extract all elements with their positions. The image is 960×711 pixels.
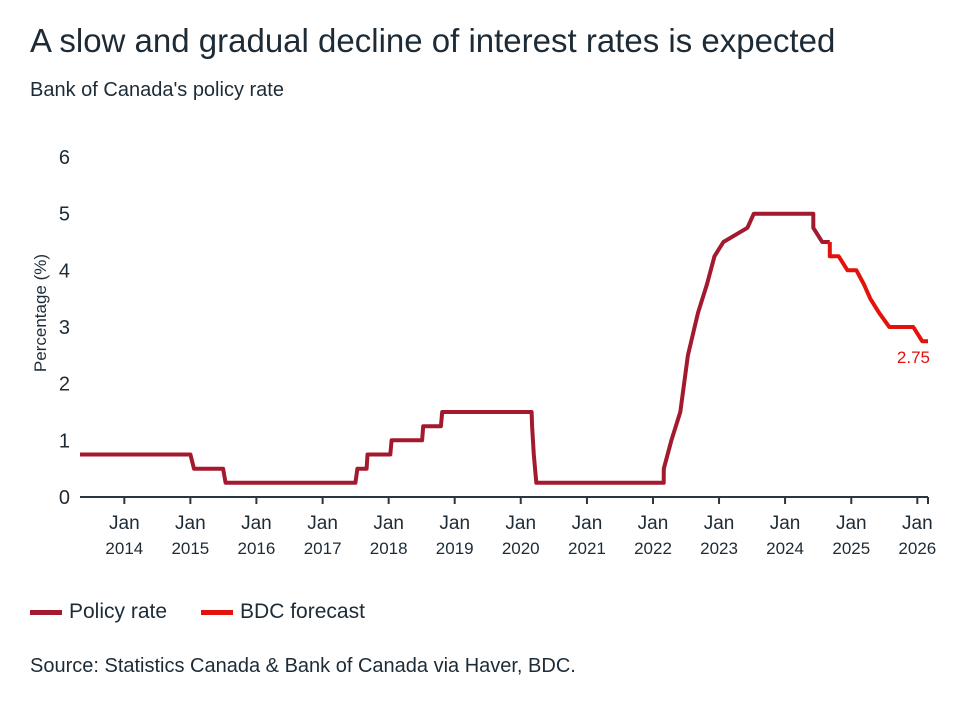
x-tick-year: 2023: [700, 539, 738, 558]
x-tick-label: Jan: [704, 513, 735, 534]
x-tick-label: Jan: [902, 513, 933, 534]
x-tick-year: 2025: [832, 539, 870, 558]
legend-item-policy-rate: Policy rate: [30, 600, 167, 624]
x-tick-year: 2016: [237, 539, 275, 558]
x-tick-year: 2020: [502, 539, 540, 558]
source-note: Source: Statistics Canada & Bank of Cana…: [30, 655, 576, 677]
x-tick-label: Jan: [638, 513, 669, 534]
x-tick-label: Jan: [241, 513, 272, 534]
legend-label-policy-rate: Policy rate: [69, 600, 168, 623]
x-tick-label: Jan: [373, 513, 404, 534]
end-value-label: 2.75: [897, 348, 930, 367]
x-tick-year: 2017: [304, 539, 342, 558]
legend-label-bdc-forecast: BDC forecast: [240, 600, 365, 623]
legend-item-bdc-forecast: BDC forecast: [201, 600, 365, 624]
y-tick-label: 0: [59, 487, 70, 509]
chart-subtitle: Bank of Canada's policy rate: [30, 79, 284, 101]
line-chart: Percentage (%) 0 1 2 3 4 5 6 Jan 2014 Jan 2015 Jan 20…: [31, 147, 936, 558]
x-tick-label: Jan: [836, 513, 867, 534]
y-axis-title: Percentage (%): [31, 254, 50, 372]
x-tick-year: 2019: [436, 539, 474, 558]
y-tick-label: 4: [59, 260, 70, 282]
x-tick-year: 2021: [568, 539, 606, 558]
x-tick-label: Jan: [572, 513, 603, 534]
y-tick-label: 1: [59, 430, 70, 452]
x-tick-label: Jan: [175, 513, 206, 534]
x-tick-label: Jan: [770, 513, 801, 534]
x-tick-year: 2018: [370, 539, 408, 558]
x-tick-year: 2026: [898, 539, 936, 558]
x-tick-year: 2014: [105, 539, 143, 558]
x-tick-label: Jan: [109, 513, 140, 534]
x-tick-year: 2022: [634, 539, 672, 558]
legend: Policy rate BDC forecast: [30, 600, 399, 624]
x-tick-year: 2015: [171, 539, 209, 558]
y-tick-label: 3: [59, 317, 70, 339]
x-tick-label: Jan: [307, 513, 338, 534]
legend-swatch-bdc-forecast: [201, 609, 234, 615]
y-tick-label: 6: [59, 147, 70, 169]
chart-title: A slow and gradual decline of interest r…: [30, 22, 836, 59]
x-tick-label: Jan: [505, 513, 536, 534]
y-tick-label: 5: [59, 204, 70, 226]
x-tick-label: Jan: [439, 513, 470, 534]
x-tick-year: 2024: [766, 539, 804, 558]
series-line-bdc-forecast: [827, 242, 928, 344]
legend-swatch-policy-rate: [30, 609, 62, 615]
series-line-policy-rate: [80, 211, 830, 485]
y-tick-label: 2: [59, 374, 70, 396]
